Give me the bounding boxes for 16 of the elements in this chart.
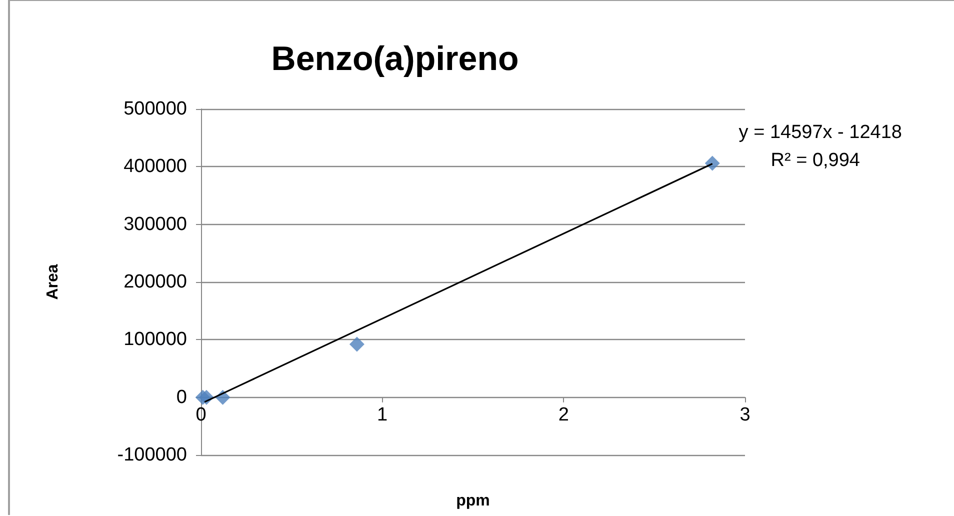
x-tick-label: 2 (558, 404, 569, 426)
y-tick-label: 0 (176, 386, 187, 408)
y-tick-label: 200000 (124, 272, 187, 292)
y-tick-label: 400000 (124, 156, 187, 178)
y-axis-title: Area (44, 264, 62, 300)
y-tick-label: 300000 (124, 214, 187, 235)
y-tick-label: 100000 (124, 329, 187, 350)
x-tick-label: 3 (740, 404, 750, 426)
y-tick-label: -100000 (117, 444, 187, 466)
text: R² = 0,994 (770, 150, 860, 171)
annotation: y = 14597x - 12418 (738, 122, 902, 143)
x-tick-label: 0 (196, 404, 206, 426)
x-axis-title: ppm (456, 492, 490, 510)
chart-title: Benzo(a)pireno (271, 40, 519, 78)
y-tick-label: 500000 (124, 98, 187, 120)
x-tick-label: 1 (377, 404, 388, 426)
